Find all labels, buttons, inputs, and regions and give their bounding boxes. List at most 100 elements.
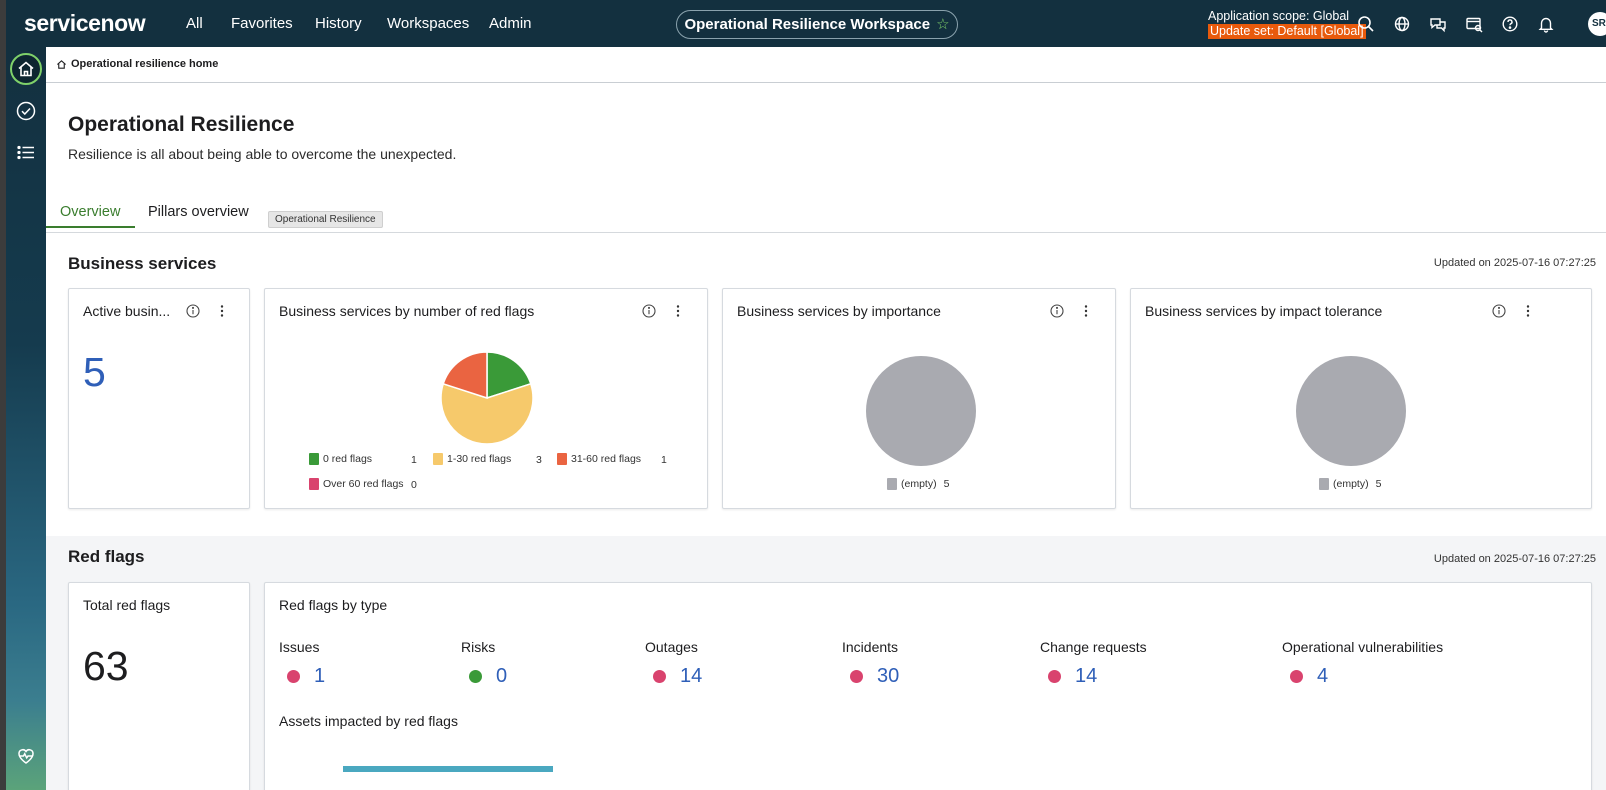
info-icon[interactable] <box>185 303 201 319</box>
breadcrumb-label: Operational resilience home <box>71 58 219 70</box>
home-icon[interactable] <box>10 53 42 85</box>
business-services-importance-card: Business services by importance (empty) 5 <box>722 288 1116 509</box>
flag-type-value[interactable]: 14 <box>680 665 703 687</box>
legend-count: 0 <box>411 479 417 491</box>
legend-label: (empty) <box>901 478 937 490</box>
legend-count: 1 <box>411 454 417 466</box>
servicenow-logo[interactable]: servicenow <box>24 10 146 36</box>
nav-admin[interactable]: Admin <box>489 15 532 32</box>
update-set[interactable]: Update set: Default [Global] <box>1208 24 1366 39</box>
page-title: Operational Resilience <box>68 113 295 136</box>
workspace-title: Operational Resilience Workspace <box>684 16 931 33</box>
help-icon[interactable] <box>1500 14 1520 34</box>
card-title: Business services by number of red flags <box>279 303 535 319</box>
status-dot <box>287 670 300 683</box>
nav-workspaces[interactable]: Workspaces <box>387 15 470 32</box>
legend-swatch <box>433 453 443 465</box>
pie-slice-0-red-flags[interactable] <box>486 351 532 400</box>
legend-item-empty[interactable]: (empty) 5 <box>1319 478 1381 490</box>
impact-tolerance-pie-chart <box>1296 356 1406 466</box>
flag-type-outages[interactable]: Outages 14 <box>645 639 702 688</box>
info-icon[interactable] <box>1049 303 1065 319</box>
home-small-icon <box>57 59 66 69</box>
application-scope[interactable]: Application scope: Global <box>1208 9 1350 23</box>
chat-icon[interactable] <box>1428 14 1448 34</box>
active-business-services-card[interactable]: Active busin... 5 <box>68 288 250 509</box>
legend-item-over-60-red-flags[interactable]: Over 60 red flags <box>309 478 404 490</box>
more-options-icon[interactable] <box>1520 303 1536 319</box>
status-dot <box>1290 670 1303 683</box>
more-options-icon[interactable] <box>670 303 686 319</box>
business-services-updated: Updated on 2025-07-16 07:27:25 <box>1433 257 1596 269</box>
assets-impacted-title: Assets impacted by red flags <box>279 713 458 729</box>
more-options-icon[interactable] <box>1078 303 1094 319</box>
list-icon[interactable] <box>12 139 40 167</box>
total-red-flags-card[interactable]: Total red flags 63 <box>68 582 250 790</box>
business-services-red-flags-card: Business services by number of red flags… <box>264 288 708 509</box>
flag-type-label: Issues <box>279 639 320 655</box>
flag-type-incidents[interactable]: Incidents 30 <box>842 639 899 688</box>
legend-item-empty[interactable]: (empty) 5 <box>887 478 949 490</box>
legend-count: 1 <box>661 454 667 466</box>
breadcrumb[interactable]: Operational resilience home <box>56 58 218 70</box>
legend-label: 1-30 red flags <box>447 453 512 465</box>
page-subtitle: Resilience is all about being able to ov… <box>68 146 457 162</box>
flag-type-issues[interactable]: Issues 1 <box>279 639 325 688</box>
tab-overview[interactable]: Overview <box>60 204 121 220</box>
business-services-section: Business services Updated on 2025-07-16 … <box>46 233 1606 536</box>
nav-all[interactable]: All <box>186 15 203 32</box>
tabs-divider <box>46 232 1606 233</box>
flag-type-value[interactable]: 0 <box>496 665 508 687</box>
business-services-impact-tolerance-card: Business services by impact tolerance (e… <box>1130 288 1592 509</box>
pie-slice-31-60-red-flags[interactable] <box>442 351 488 400</box>
legend-item-31-60-red-flags[interactable]: 31-60 red flags <box>557 453 641 465</box>
legend-swatch <box>557 453 567 465</box>
user-avatar[interactable]: SR <box>1588 12 1606 36</box>
nav-favorites[interactable]: Favorites <box>231 15 293 32</box>
card-search-icon[interactable] <box>1464 14 1484 34</box>
heart-pulse-icon[interactable] <box>12 742 40 770</box>
total-red-flags-value: 63 <box>83 643 129 689</box>
workspace-title-pill[interactable]: Operational Resilience Workspace ☆ <box>676 10 958 39</box>
legend-label: 0 red flags <box>323 453 373 465</box>
legend-count: 3 <box>536 454 542 466</box>
legend-count: 5 <box>943 478 950 490</box>
info-icon[interactable] <box>641 303 657 319</box>
legend-item-0-red-flags[interactable]: 0 red flags <box>309 453 372 465</box>
flag-type-operational-vulnerabilities[interactable]: Operational vulnerabilities 4 <box>1282 639 1443 688</box>
legend-label: Over 60 red flags <box>323 478 404 490</box>
legend-count: 5 <box>1375 478 1382 490</box>
status-dot <box>469 670 482 683</box>
flag-type-value[interactable]: 14 <box>1075 665 1098 687</box>
more-options-icon[interactable] <box>214 303 230 319</box>
flag-type-change-requests[interactable]: Change requests 14 <box>1040 639 1147 688</box>
legend-swatch <box>887 478 897 490</box>
active-business-services-value[interactable]: 5 <box>83 349 106 395</box>
flag-type-value[interactable]: 1 <box>314 665 326 687</box>
legend-swatch <box>309 478 319 490</box>
top-navigation-bar: servicenow All Favorites History Workspa… <box>6 0 1606 47</box>
status-dot <box>653 670 666 683</box>
legend-label: 31-60 red flags <box>571 453 642 465</box>
assets-chart-bar[interactable] <box>343 766 553 772</box>
legend-item-1-30-red-flags[interactable]: 1-30 red flags <box>433 453 511 465</box>
search-icon[interactable] <box>1356 14 1376 34</box>
pie-slice-1-30-red-flags[interactable] <box>440 382 534 445</box>
flag-type-value[interactable]: 30 <box>877 665 900 687</box>
tab-pillars-overview[interactable]: Pillars overview <box>148 204 249 220</box>
flag-type-value[interactable]: 4 <box>1317 665 1329 687</box>
nav-history[interactable]: History <box>315 15 362 32</box>
check-circle-icon[interactable] <box>12 97 40 125</box>
pie-slice-empty[interactable] <box>1296 356 1406 466</box>
flag-type-risks[interactable]: Risks 0 <box>461 639 507 688</box>
flag-type-label: Incidents <box>842 639 899 655</box>
left-sidebar <box>6 47 46 790</box>
pie-slice-empty[interactable] <box>866 356 976 466</box>
red-flags-updated: Updated on 2025-07-16 07:27:25 <box>1433 553 1596 565</box>
card-title: Active busin... <box>83 303 171 319</box>
bell-icon[interactable] <box>1536 14 1556 34</box>
globe-icon[interactable] <box>1392 14 1412 34</box>
favorite-star-icon[interactable]: ☆ <box>936 16 950 33</box>
info-icon[interactable] <box>1491 303 1507 319</box>
card-title: Total red flags <box>83 597 171 613</box>
